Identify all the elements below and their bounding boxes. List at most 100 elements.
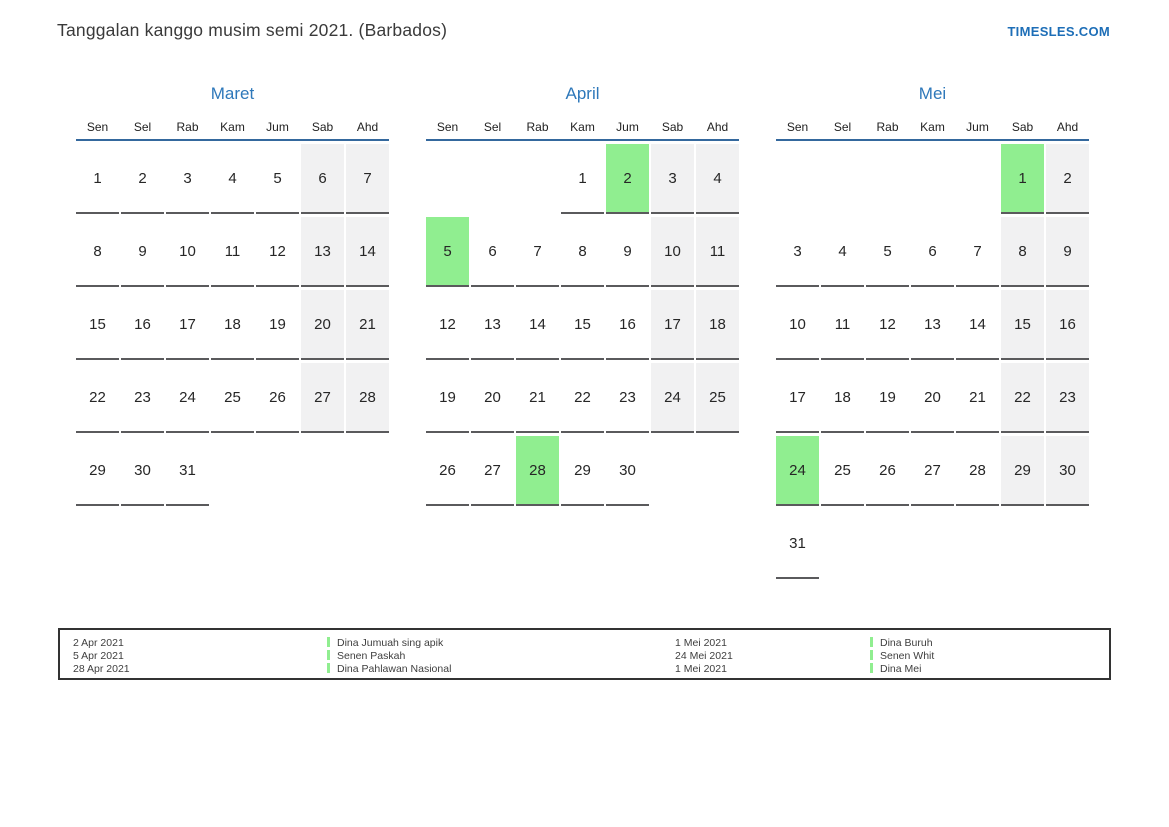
day-cell-april-13: 13 xyxy=(471,290,514,360)
day-cell-maret-12: 12 xyxy=(256,217,299,287)
day-cell-mei-26: 26 xyxy=(866,436,909,506)
day-number: 22 xyxy=(89,388,106,406)
day-cell-april-9: 9 xyxy=(606,217,649,287)
day-number: 29 xyxy=(574,461,591,479)
day-cell-maret-24: 24 xyxy=(166,363,209,433)
day-number: 8 xyxy=(1018,242,1027,260)
day-number: 12 xyxy=(879,315,896,333)
day-cell-maret-4: 4 xyxy=(211,144,254,214)
day-number: 26 xyxy=(439,461,456,479)
day-cell-maret-9: 9 xyxy=(121,217,164,287)
day-cell-april-6: 6 xyxy=(471,217,514,287)
day-number: 16 xyxy=(619,315,636,333)
day-cell-mei-17: 17 xyxy=(776,363,819,433)
empty-cell xyxy=(956,509,999,579)
day-number: 6 xyxy=(318,169,327,187)
legend-entry-name: Dina Mei xyxy=(870,663,1109,676)
day-number: 22 xyxy=(574,388,591,406)
day-cell-april-16: 16 xyxy=(606,290,649,360)
day-cell-mei-13: 13 xyxy=(911,290,954,360)
day-cell-april-29: 29 xyxy=(561,436,604,506)
day-cell-mei-22: 22 xyxy=(1001,363,1044,433)
weekday-label-sel: Sel xyxy=(833,120,852,134)
day-number: 15 xyxy=(574,315,591,333)
holiday-name: Dina Jumuah sing apik xyxy=(337,637,444,649)
weeks-grid: 1 2 3 4 5 6 7 8 9 10 11 12 13 14 15 16 17 18 19 20 21 22 23 24 2… xyxy=(426,144,739,506)
day-number: 10 xyxy=(179,242,196,260)
day-cell-april-25: 25 xyxy=(696,363,739,433)
holiday-marker-icon xyxy=(327,637,330,647)
day-number: 4 xyxy=(228,169,237,187)
day-number: 14 xyxy=(359,242,376,260)
weekday-label-ahd: Ahd xyxy=(356,120,379,134)
day-number: 4 xyxy=(838,242,847,260)
day-number: 12 xyxy=(439,315,456,333)
day-number: 8 xyxy=(93,242,102,260)
day-cell-maret-7: 7 xyxy=(346,144,389,214)
day-number: 5 xyxy=(443,242,452,260)
day-cell-maret-30: 30 xyxy=(121,436,164,506)
empty-cell xyxy=(821,144,864,214)
day-number: 21 xyxy=(529,388,546,406)
weekday-label-ahd: Ahd xyxy=(1056,120,1079,134)
weekday-label-sen: Sen xyxy=(786,120,809,134)
weekday-header-row: Sen Sel Rab Kam Jum Sab Ahd xyxy=(76,106,389,141)
day-number: 19 xyxy=(879,388,896,406)
day-cell-maret-6: 6 xyxy=(301,144,344,214)
day-number: 17 xyxy=(179,315,196,333)
weeks-grid: 1 2 3 4 5 6 7 8 9 10 11 12 13 14 15 16 17 18 19 20 21 22 23 24 2… xyxy=(776,144,1089,579)
day-number: 31 xyxy=(179,461,196,479)
day-cell-maret-25: 25 xyxy=(211,363,254,433)
legend-entry-name: Dina Pahlawan Nasional xyxy=(327,663,675,676)
day-number: 2 xyxy=(138,169,147,187)
day-cell-mei-23: 23 xyxy=(1046,363,1089,433)
day-cell-mei-11: 11 xyxy=(821,290,864,360)
day-cell-mei-6: 6 xyxy=(911,217,954,287)
month-mei: Mei Sen Sel Rab Kam Jum Sab Ahd 1 2 3 4 5 6 7 8 9 10 11 12 1… xyxy=(776,84,1089,579)
day-number: 24 xyxy=(179,388,196,406)
day-number: 23 xyxy=(134,388,151,406)
legend-entry-date: 5 Apr 2021 xyxy=(73,650,124,662)
day-cell-april-1: 1 xyxy=(561,144,604,214)
weekday-label-ahd: Ahd xyxy=(706,120,729,134)
weekday-label-sab: Sab xyxy=(661,120,684,134)
site-link[interactable]: TIMESLES.COM xyxy=(1007,24,1110,39)
empty-cell xyxy=(346,436,389,506)
day-number: 27 xyxy=(484,461,501,479)
day-cell-mei-30: 30 xyxy=(1046,436,1089,506)
day-cell-mei-10: 10 xyxy=(776,290,819,360)
legend-names-column-a: Dina Jumuah sing apik Senen Paskah Dina Pa… xyxy=(327,637,675,676)
day-cell-april-24: 24 xyxy=(651,363,694,433)
page-title: Tanggalan kanggo musim semi 2021. (Barba… xyxy=(57,20,448,40)
day-cell-maret-22: 22 xyxy=(76,363,119,433)
empty-cell xyxy=(301,436,344,506)
day-number: 5 xyxy=(883,242,892,260)
legend-entry-date: 1 Mei 2021 xyxy=(675,637,727,649)
day-number: 14 xyxy=(969,315,986,333)
holiday-marker-icon xyxy=(870,637,873,647)
day-number: 4 xyxy=(713,169,722,187)
day-number: 26 xyxy=(269,388,286,406)
day-number: 29 xyxy=(1014,461,1031,479)
day-number: 5 xyxy=(273,169,282,187)
weekday-label-sel: Sel xyxy=(483,120,502,134)
day-number: 1 xyxy=(1018,169,1027,187)
day-number: 21 xyxy=(969,388,986,406)
day-number: 10 xyxy=(664,242,681,260)
day-cell-maret-19: 19 xyxy=(256,290,299,360)
empty-cell xyxy=(211,436,254,506)
day-number: 18 xyxy=(834,388,851,406)
weekday-label-rab: Rab xyxy=(526,120,549,134)
day-number: 18 xyxy=(709,315,726,333)
day-number: 9 xyxy=(623,242,632,260)
day-cell-maret-26: 26 xyxy=(256,363,299,433)
day-cell-mei-25: 25 xyxy=(821,436,864,506)
day-cell-maret-23: 23 xyxy=(121,363,164,433)
day-cell-april-21: 21 xyxy=(516,363,559,433)
day-cell-maret-28: 28 xyxy=(346,363,389,433)
day-cell-april-26: 26 xyxy=(426,436,469,506)
day-number: 25 xyxy=(834,461,851,479)
holiday-name: Senen Whit xyxy=(880,650,935,662)
day-number: 23 xyxy=(619,388,636,406)
